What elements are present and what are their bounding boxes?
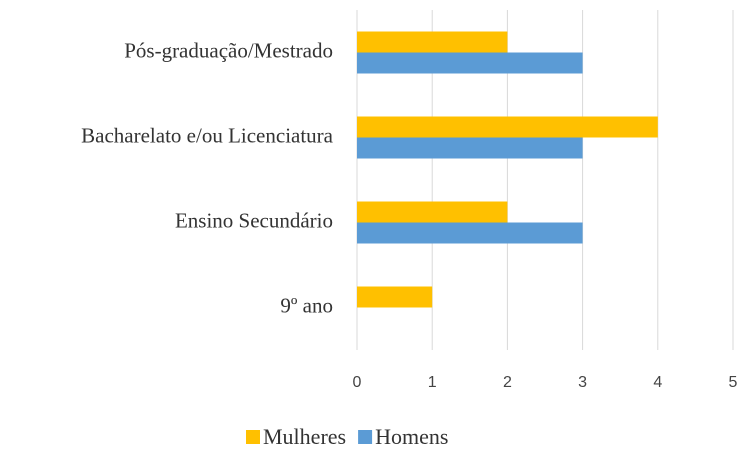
y-tick-label: 9º ano bbox=[280, 293, 333, 317]
y-tick-label: Ensino Secundário bbox=[175, 208, 333, 232]
bar bbox=[357, 137, 583, 159]
bar bbox=[357, 116, 658, 138]
x-tick-label: 4 bbox=[653, 374, 662, 391]
x-tick-label: 5 bbox=[729, 374, 738, 391]
bar bbox=[357, 222, 583, 244]
legend-swatch bbox=[358, 430, 373, 444]
legend-swatch bbox=[246, 430, 260, 444]
y-tick-label: Bacharelato e/ou Licenciatura bbox=[81, 123, 334, 147]
bar bbox=[357, 52, 583, 74]
x-tick-label: 0 bbox=[353, 374, 362, 391]
y-tick-label: Pós-graduação/Mestrado bbox=[124, 38, 333, 62]
x-tick-label: 2 bbox=[503, 374, 512, 391]
bar bbox=[357, 31, 508, 53]
legend-label: Homens bbox=[375, 424, 448, 449]
legend-label: Mulheres bbox=[263, 424, 346, 449]
x-tick-label: 1 bbox=[428, 374, 437, 391]
bar bbox=[357, 201, 508, 223]
bar bbox=[357, 286, 433, 308]
x-tick-label: 3 bbox=[578, 374, 587, 391]
